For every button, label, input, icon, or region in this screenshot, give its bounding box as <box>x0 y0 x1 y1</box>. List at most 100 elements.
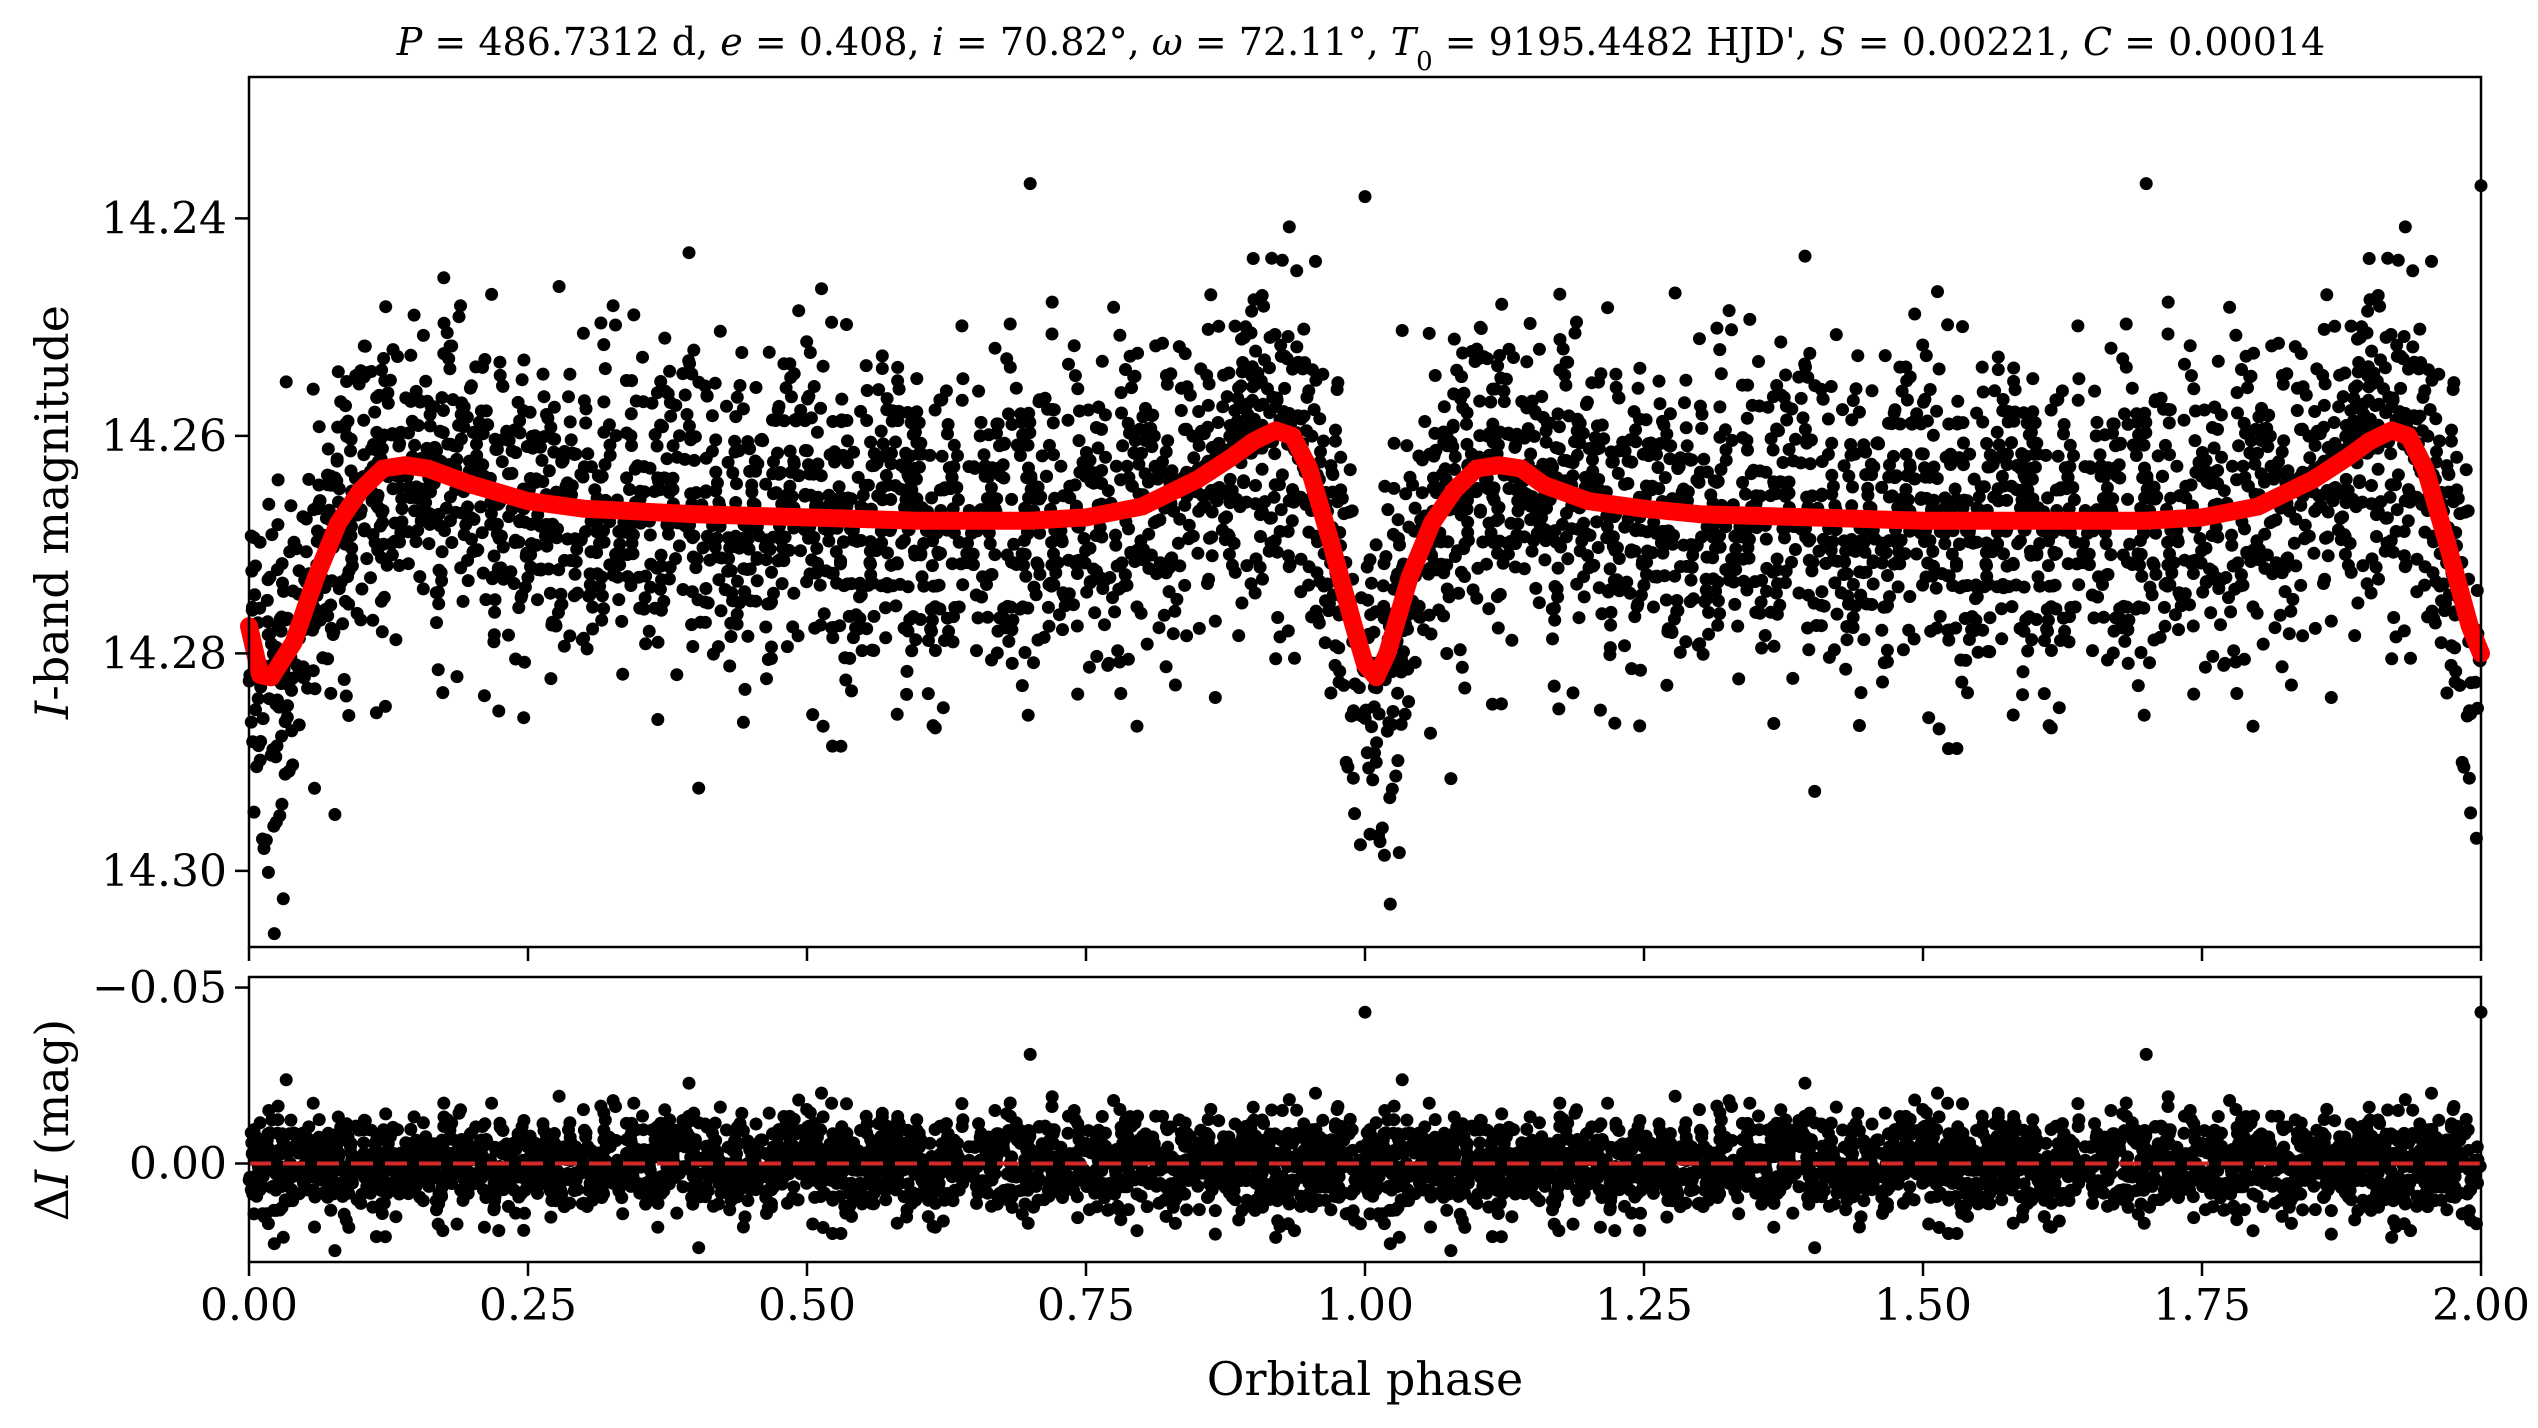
data-point <box>446 393 460 407</box>
data-point <box>1422 326 1436 340</box>
data-point <box>2407 355 2421 369</box>
residual-point <box>576 1103 590 1117</box>
data-point <box>1235 596 1249 610</box>
data-point <box>1525 544 1539 558</box>
data-point <box>2241 381 2254 395</box>
data-point <box>891 360 905 374</box>
data-point <box>815 282 828 296</box>
data-point <box>1591 541 1605 554</box>
data-point <box>2352 356 2366 369</box>
data-point <box>961 536 974 550</box>
data-point <box>563 629 577 643</box>
data-point <box>1987 490 2001 504</box>
data-point <box>1857 633 1871 647</box>
data-point <box>2389 630 2403 644</box>
data-point <box>1695 530 1709 544</box>
data-point <box>444 437 458 451</box>
data-point <box>275 729 289 743</box>
top-ytick-label: 14.28 <box>101 628 227 679</box>
data-point <box>2350 379 2364 393</box>
data-point <box>1538 523 1552 537</box>
data-point <box>1647 600 1660 614</box>
data-point <box>1983 611 1997 625</box>
data-point <box>2296 629 2310 643</box>
data-point <box>358 339 372 353</box>
data-point <box>1206 440 1220 454</box>
data-point <box>1201 577 1214 590</box>
data-point <box>1501 426 1515 440</box>
data-point <box>1812 544 1826 558</box>
data-point <box>988 341 1002 355</box>
data-outlier <box>2385 652 2399 666</box>
data-point <box>2339 429 2353 443</box>
data-point <box>548 432 562 446</box>
data-point <box>513 513 527 527</box>
data-point <box>648 428 662 442</box>
data-point <box>1109 528 1122 542</box>
data-point <box>1566 686 1580 700</box>
data-point <box>822 498 836 512</box>
residual-point <box>988 1104 1002 1117</box>
data-point <box>743 562 757 576</box>
data-point <box>822 534 836 548</box>
data-point <box>479 593 493 607</box>
data-point <box>1453 500 1466 514</box>
data-point <box>841 434 854 448</box>
data-point <box>891 414 905 428</box>
data-point <box>1729 542 1743 556</box>
data-point <box>1713 343 1727 357</box>
data-point <box>1992 438 2006 452</box>
data-point <box>687 453 701 467</box>
data-point <box>322 503 336 517</box>
data-point <box>1249 552 1263 566</box>
data-point <box>385 427 399 441</box>
data-point <box>624 407 638 421</box>
data-point <box>1485 697 1499 711</box>
data-point <box>2098 470 2112 484</box>
data-point <box>1983 645 1997 659</box>
data-point <box>666 439 680 453</box>
data-point <box>1881 569 1894 582</box>
data-point <box>2121 492 2135 506</box>
data-point <box>2351 332 2364 346</box>
data-point <box>1605 455 1619 469</box>
data-point <box>454 561 468 575</box>
data-point <box>843 651 857 665</box>
data-point <box>970 644 983 658</box>
data-point <box>1824 380 1838 393</box>
data-point <box>937 483 951 497</box>
data-point <box>2071 393 2085 407</box>
data-point <box>910 405 924 419</box>
data-point <box>2007 361 2021 375</box>
data-point <box>626 528 640 542</box>
data-point <box>794 544 807 558</box>
data-point <box>485 287 499 301</box>
data-point <box>1317 434 1330 448</box>
data-point <box>1620 575 1634 589</box>
data-point <box>1392 846 1406 860</box>
data-point <box>2355 420 2369 433</box>
data-point <box>251 692 265 706</box>
data-point <box>2041 491 2055 505</box>
data-point <box>2338 547 2352 561</box>
data-point <box>1653 397 1667 411</box>
data-point <box>2058 624 2072 638</box>
data-point <box>1358 711 1372 725</box>
data-point <box>2463 704 2476 718</box>
data-point <box>1013 602 1027 616</box>
data-point <box>370 498 384 512</box>
data-point <box>2161 535 2175 549</box>
data-point <box>2025 472 2039 486</box>
data-point <box>558 445 571 458</box>
data-point <box>1890 469 1903 483</box>
data-point <box>1339 755 1353 769</box>
data-point <box>399 391 413 405</box>
data-point <box>625 439 638 452</box>
data-point <box>633 601 647 615</box>
residual-point <box>970 1196 983 1210</box>
data-point <box>730 574 744 588</box>
data-point <box>1923 383 1937 396</box>
data-point <box>802 531 815 545</box>
data-point <box>1120 459 1134 473</box>
data-point <box>1161 434 1175 448</box>
